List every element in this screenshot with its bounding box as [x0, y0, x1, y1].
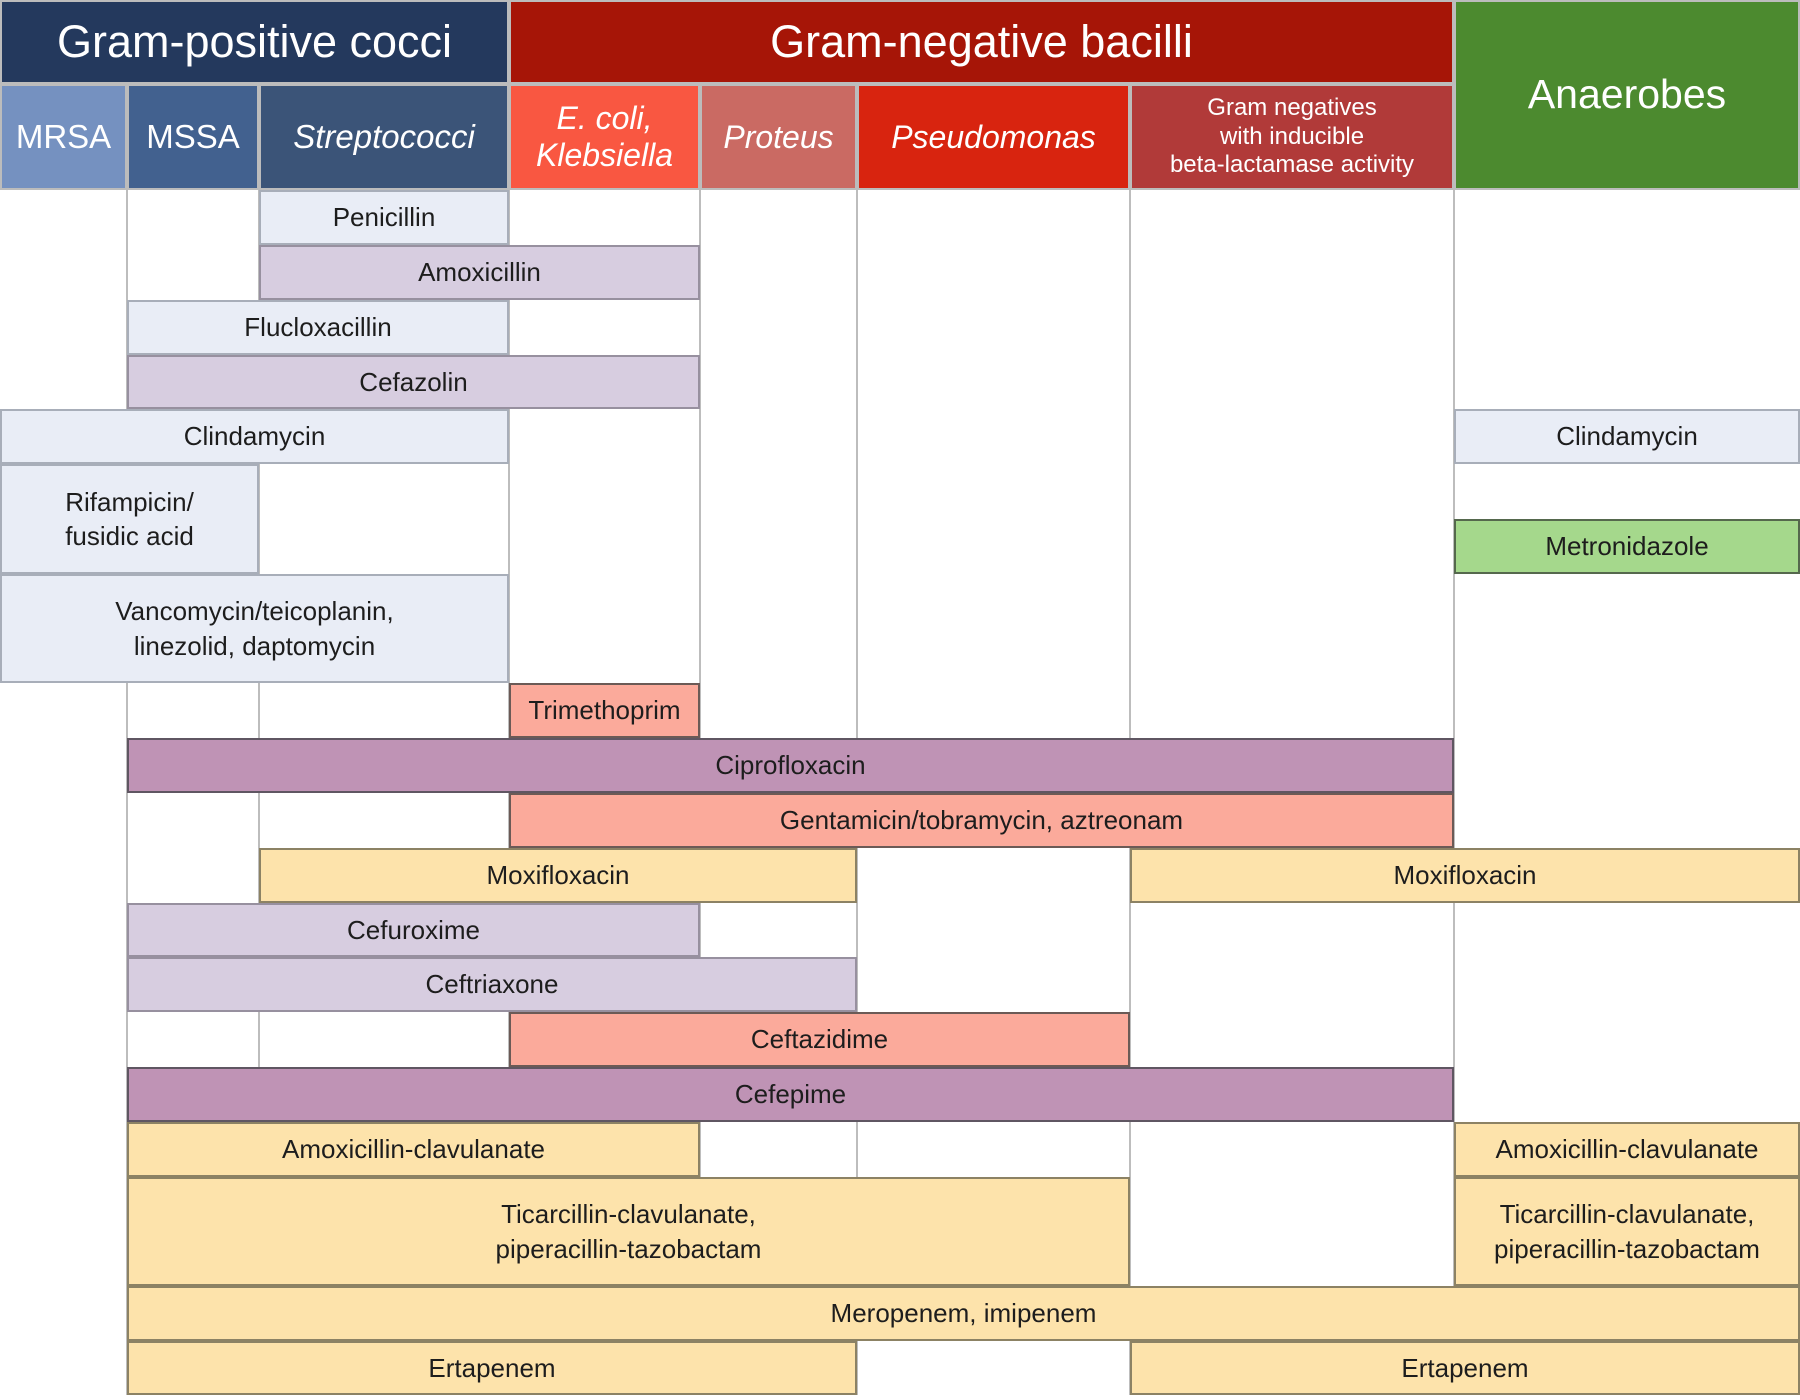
- bar-ciprofloxacin: Ciprofloxacin: [127, 738, 1454, 793]
- bar-clindamycin-anaerobes: Clindamycin: [1454, 409, 1800, 464]
- bar-amoxicillin-clavulanate: Amoxicillin-clavulanate: [127, 1122, 700, 1177]
- header-column-label: beta-lactamase activity: [1169, 151, 1415, 179]
- header-group-gram-positive-cocci: Gram-positive cocci: [0, 0, 509, 84]
- bar-label: Amoxicillin-clavulanate: [282, 1134, 545, 1165]
- bar-ticarcillin-piperacillin-anaerobes: Ticarcillin-clavulanate, piperacillin-taz…: [1454, 1177, 1800, 1286]
- bar-amoxicillin-clavulanate-anaerobes: Amoxicillin-clavulanate: [1454, 1122, 1800, 1177]
- bar-label: Cefazolin: [359, 366, 468, 397]
- bar-label: Gentamicin/tobramycin, aztreonam: [779, 805, 1184, 836]
- bar-gentamicin-tobramycin-aztreonam: Gentamicin/tobramycin, aztreonam: [509, 793, 1454, 848]
- header-group-label: Gram-negative bacilli: [770, 16, 1193, 68]
- bar-label: Clindamycin: [1556, 421, 1698, 452]
- column-gridline: [1453, 190, 1455, 1395]
- header-column-label: MSSA: [146, 118, 240, 156]
- bar-moxifloxacin-anaerobes: Moxifloxacin: [1130, 848, 1800, 903]
- bar-label: Meropenem, imipenem: [830, 1298, 1097, 1329]
- header-group-gram-negative-bacilli: Gram-negative bacilli: [509, 0, 1454, 84]
- bar-label: Ceftriaxone: [425, 969, 559, 1000]
- bar-label: Amoxicillin-clavulanate: [1495, 1134, 1759, 1165]
- header-column-label: Streptococci: [293, 118, 475, 156]
- bar-ticarcillin-piperacillin: Ticarcillin-clavulanate, piperacillin-taz…: [127, 1177, 1130, 1286]
- header-group-label: Anaerobes: [1527, 71, 1727, 118]
- header-column-label: Proteus: [723, 118, 834, 155]
- bar-rifampicin-fusidic-acid: Rifampicin/fusidic acid: [0, 464, 259, 574]
- bar-flucloxacillin: Flucloxacillin: [127, 300, 509, 355]
- bar-label: Ticarcillin-clavulanate,: [1499, 1199, 1755, 1230]
- header-column-gram-negatives-inducible: Gram negatives with inducible beta-lactama…: [1130, 84, 1454, 190]
- bar-penicillin: Penicillin: [259, 190, 509, 245]
- bar-metronidazole: Metronidazole: [1454, 519, 1800, 574]
- bar-label: Ertapenem: [1401, 1352, 1529, 1383]
- bar-label: Amoxicillin: [418, 257, 541, 288]
- header-group-anaerobes: Anaerobes: [1454, 0, 1800, 190]
- bar-ertapenem: Ertapenem: [127, 1341, 857, 1395]
- bar-label: fusidic acid: [65, 521, 194, 551]
- header-column-e-coli-klebsiella: E. coli, Klebsiella: [509, 84, 700, 190]
- header-column-mrsa: MRSA: [0, 84, 127, 190]
- header-column-streptococci: Streptococci: [259, 84, 509, 190]
- bar-label: piperacillin-tazobactam: [495, 1233, 762, 1264]
- bar-cefazolin: Cefazolin: [127, 355, 700, 409]
- bar-meropenem-imipenem: Meropenem, imipenem: [127, 1286, 1800, 1341]
- header-column-label: with inducible: [1219, 122, 1365, 150]
- header-column-label: Pseudomonas: [891, 118, 1096, 155]
- bar-label: Metronidazole: [1545, 531, 1709, 562]
- bar-label: Ciprofloxacin: [715, 750, 866, 781]
- bar-label: Ceftazidime: [750, 1024, 889, 1055]
- bar-label: Ticarcillin-clavulanate,: [501, 1199, 756, 1230]
- header-column-proteus: Proteus: [700, 84, 857, 190]
- bar-label: piperacillin-tazobactam: [1494, 1233, 1760, 1264]
- bar-label: Clindamycin: [183, 421, 326, 452]
- bar-label: Moxifloxacin: [1393, 860, 1537, 891]
- bar-label: Cefepime: [734, 1079, 847, 1110]
- bar-label: Trimethoprim: [528, 695, 681, 726]
- bar-ceftriaxone: Ceftriaxone: [127, 957, 857, 1012]
- bar-ertapenem-right: Ertapenem: [1130, 1341, 1800, 1395]
- header-column-mssa: MSSA: [127, 84, 259, 190]
- bar-label: Moxifloxacin: [486, 860, 630, 891]
- bar-vancomycin-linezolid-daptomycin: Vancomycin/teicoplanin, linezolid, daptom…: [0, 574, 509, 683]
- bar-clindamycin: Clindamycin: [0, 409, 509, 464]
- bar-label: Rifampicin/: [65, 486, 194, 517]
- header-column-label: E. coli,: [556, 100, 653, 137]
- bar-label: linezolid, daptomycin: [133, 630, 376, 661]
- bar-moxifloxacin: Moxifloxacin: [259, 848, 857, 903]
- bar-trimethoprim: Trimethoprim: [509, 683, 700, 738]
- bar-label: Ertapenem: [428, 1352, 556, 1383]
- bar-label: Flucloxacillin: [244, 312, 392, 343]
- bar-cefepime: Cefepime: [127, 1067, 1454, 1122]
- bar-ceftazidime: Ceftazidime: [509, 1012, 1130, 1067]
- header-column-pseudomonas: Pseudomonas: [857, 84, 1130, 190]
- header-group-label: Gram-positive cocci: [56, 16, 453, 68]
- header-column-label: Gram negatives: [1207, 93, 1377, 121]
- bar-amoxicillin: Amoxicillin: [259, 245, 700, 300]
- bar-label: Penicillin: [332, 202, 436, 233]
- bar-cefuroxime: Cefuroxime: [127, 903, 700, 957]
- header-column-label: Klebsiella: [536, 137, 673, 173]
- header-column-label: MRSA: [15, 118, 112, 156]
- bar-label: Vancomycin/teicoplanin,: [115, 596, 394, 627]
- bar-label: Cefuroxime: [347, 914, 480, 945]
